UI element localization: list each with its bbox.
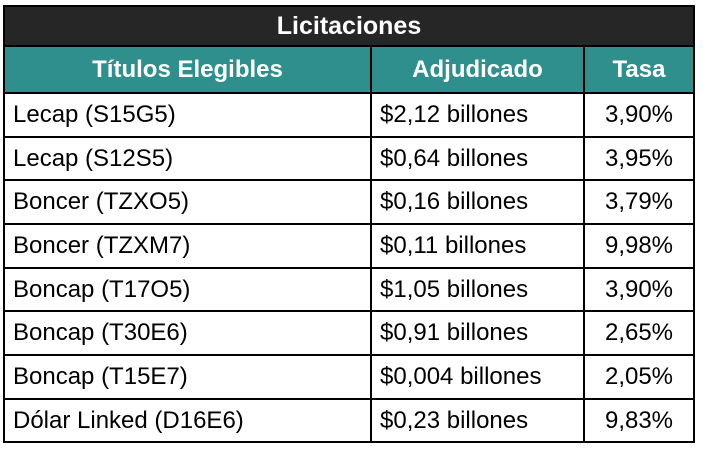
cell-titulo: Dólar Linked (D16E6)	[5, 398, 372, 443]
cell-adjudicado: $0,23 billones	[371, 398, 585, 443]
cell-adjudicado: $0,16 billones	[371, 180, 585, 226]
table-row: Lecap (S12S5) $0,64 billones 3,95%	[5, 136, 693, 182]
header-adjudicado: Adjudicado	[371, 47, 585, 94]
cell-tasa: 9,83%	[604, 407, 674, 435]
table-row: Boncap (T15E7) $0,004 billones 2,05%	[5, 355, 693, 400]
header-tasa: Tasa	[584, 47, 693, 94]
cell-titulo: Boncer (TZXM7)	[5, 224, 372, 269]
table-row: Lecap (S15G5) $2,12 billones 3,90%	[5, 93, 693, 138]
cell-adjudicado: $0,11 billones	[371, 224, 585, 269]
table-row: Dólar Linked (D16E6) $0,23 billones 9,83…	[5, 398, 693, 443]
cell-titulo: Lecap (S15G5)	[5, 93, 372, 138]
cell-tasa: 2,65%	[584, 311, 693, 357]
table-row: Boncap (T30E6) $0,91 billones 2,65%	[5, 311, 693, 357]
cell-adjudicado: $2,12 billones	[371, 93, 585, 138]
cell-adjudicado: $1,05 billones	[371, 267, 585, 313]
cell-tasa: 9,98%	[584, 224, 693, 269]
results-grid: Títulos Elegibles Adjudicado Tasa Lecap …	[5, 47, 693, 443]
cell-titulo: Boncer (TZXO5)	[5, 180, 372, 226]
cell-titulo: Lecap (S12S5)	[5, 136, 372, 182]
header-row: Títulos Elegibles Adjudicado Tasa	[5, 47, 693, 94]
cell-tasa: 3,90%	[584, 267, 693, 313]
cell-titulo: Boncap (T30E6)	[5, 311, 372, 357]
cell-tasa: 3,95%	[584, 136, 693, 182]
cell-tasa: 3,79%	[584, 180, 693, 226]
cell-adjudicado: $0,91 billones	[371, 311, 585, 357]
table-row: Boncer (TZXM7) $0,11 billones 9,98%	[5, 224, 693, 269]
cell-titulo: Boncap (T17O5)	[5, 267, 372, 313]
auction-results-table: Licitaciones Títulos Elegibles Adjudicad…	[3, 5, 695, 443]
cell-adjudicado: $0,64 billones	[371, 136, 585, 182]
table-row: Boncap (T17O5) $1,05 billones 3,90%	[5, 267, 693, 313]
cell-adjudicado: $0,004 billones	[371, 355, 585, 400]
cell-titulo: Boncap (T15E7)	[5, 355, 372, 400]
cell-tasa: 2,05%	[584, 355, 693, 400]
table-row: Boncer (TZXO5) $0,16 billones 3,79%	[5, 180, 693, 226]
header-titulos: Títulos Elegibles	[5, 47, 372, 94]
cell-tasa: 3,90%	[584, 93, 693, 138]
table-title: Licitaciones	[5, 7, 693, 47]
